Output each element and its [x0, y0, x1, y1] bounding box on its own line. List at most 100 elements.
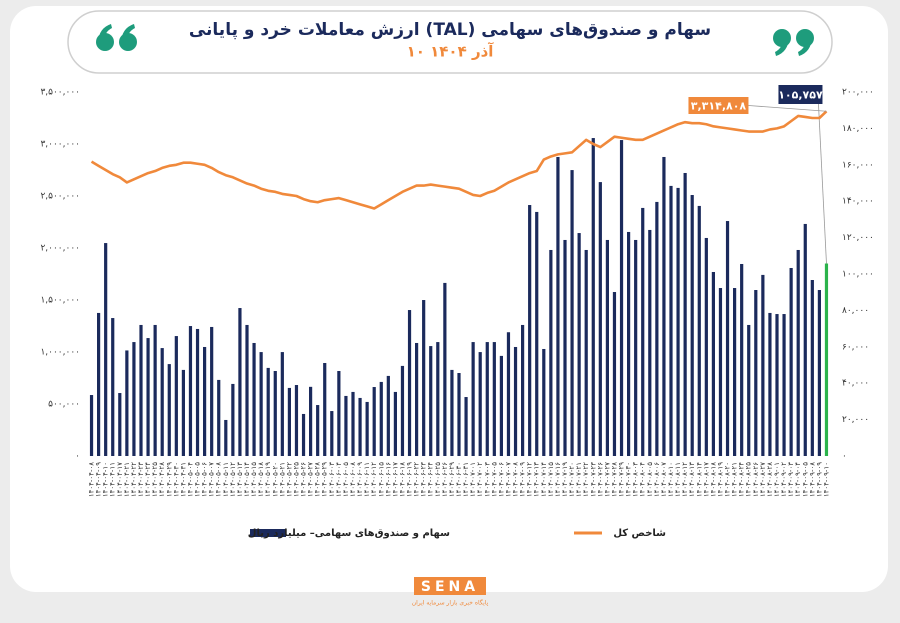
x-tick-label: ۱۴۰۴-۰۸-۲۶ [752, 462, 760, 497]
data-label: ۳,۳۱۴,۸۰۸ [691, 100, 747, 113]
bar [528, 205, 532, 456]
bar [627, 231, 631, 456]
bar [796, 249, 800, 456]
x-tick-label: ۱۴۰۴-۰۷-۰۳ [483, 462, 491, 497]
bar [118, 393, 122, 456]
bar [669, 185, 673, 457]
bar [542, 348, 546, 456]
x-tick-label: ۱۴۰۴-۰۵-۱۹ [264, 462, 272, 497]
bar [485, 342, 489, 456]
y-tick-label: ۲,۵۰۰,۰۰۰ [40, 192, 80, 202]
bar [111, 318, 115, 456]
y2-tick-label: ۱۴۰,۰۰۰ [842, 197, 874, 207]
x-tick-label: ۱۴۰۴-۰۶-۱۸ [398, 462, 406, 497]
bar [549, 249, 553, 456]
y2-tick-label: ۶۰,۰۰۰ [842, 342, 869, 352]
bar [740, 263, 744, 456]
chart-subtitle: ۱۰ آذر ۱۴۰۴ [407, 43, 495, 61]
bar [146, 338, 150, 456]
x-tick-label: ۱۴۰۴-۰۵-۲۶ [300, 462, 308, 497]
x-tick-label: ۱۴۰۴-۰۷-۲۰ [568, 462, 576, 497]
x-tick-label: ۱۴۰۴-۰۴-۲۴ [144, 462, 152, 497]
bar [556, 156, 560, 456]
bar [457, 373, 461, 456]
y2-tick-label: ۸۰,۰۰۰ [842, 306, 869, 316]
card [10, 6, 888, 592]
bar [754, 290, 758, 456]
bar [478, 352, 482, 456]
x-tick-label: ۱۴۰۴-۰۷-۰۵ [490, 462, 498, 497]
x-tick-label: ۱۴۰۴-۰۷-۱۵ [547, 462, 555, 497]
x-tick-label: ۱۴۰۴-۰۵-۰۶ [201, 462, 209, 497]
bar [407, 310, 412, 456]
bar [803, 223, 807, 456]
x-tick-label: ۱۴۰۴-۰۹-۰۸ [808, 462, 816, 497]
bar [365, 401, 369, 456]
x-tick-label: ۱۴۰۴-۰۹-۰۴ [794, 462, 802, 497]
x-tick-label: ۱۴۰۴-۰۷-۲۲ [582, 462, 590, 497]
bar [676, 187, 680, 456]
y-tick-label: ۰ [75, 452, 80, 462]
label-box [778, 85, 823, 104]
x-tick-label: ۱۴۰۴-۰۸-۱۱ [674, 462, 682, 497]
x-tick-label: ۱۴۰۴-۰۶-۲۵ [434, 462, 442, 497]
bar [174, 336, 178, 456]
x-tick-label: ۱۴۰۴-۰۵-۱۲ [229, 462, 237, 497]
bar [139, 324, 143, 456]
x-tick-label: ۱۴۰۴-۰۶-۱۶ [384, 462, 392, 497]
bar [605, 239, 609, 456]
bar [132, 342, 136, 456]
bar [181, 369, 185, 456]
bar [422, 300, 426, 456]
bar [252, 342, 256, 456]
bar [810, 280, 814, 456]
y2-tick-label: ۰ [842, 452, 847, 462]
bar [521, 324, 525, 456]
bar [160, 348, 164, 456]
x-tick-label: ۱۴۰۴-۰۴-۳۱ [179, 462, 187, 497]
x-tick-label: ۱۴۰۴-۰۶-۱۹ [406, 462, 414, 497]
y2-tick-label: ۱۸۰,۰۰۰ [842, 124, 874, 134]
title-pill [67, 10, 833, 74]
x-tick-label: ۱۴۰۴-۰۹-۰۹ [815, 462, 823, 497]
legend-swatch [250, 529, 286, 537]
x-tick-label: ۱۴۰۴-۰۷-۲۹ [618, 462, 626, 497]
x-tick-label: ۱۴۰۴-۰۷-۱۴ [540, 462, 548, 497]
y2-tick-label: ۱۰۰,۰۰۰ [842, 270, 874, 280]
x-tick-label: ۱۴۰۴-۰۷-۱۲ [526, 462, 534, 497]
x-tick-label: ۱۴۰۴-۰۶-۱۷ [391, 462, 399, 497]
bar [648, 229, 652, 456]
x-tick-label: ۱۴۰۴-۰۵-۲۵ [292, 462, 300, 497]
bar [89, 395, 94, 456]
bar [273, 371, 277, 456]
bar [379, 381, 383, 456]
x-tick-label: ۱۴۰۴-۰۸-۲۵ [745, 462, 753, 497]
bar [245, 324, 249, 456]
x-tick-label: ۱۴۰۴-۰۸-۲۷ [759, 462, 767, 497]
x-tick-label: ۱۴۰۴-۰۶-۱۲ [370, 462, 378, 497]
x-tick-label: ۱۴۰۴-۰۷-۲۱ [575, 462, 583, 497]
bar [513, 346, 518, 456]
x-tick-label: ۱۴۰۴-۰۶-۱۱ [363, 462, 371, 497]
x-tick-label: ۱۴۰۴-۰۹-۰۲ [780, 462, 788, 497]
bar [125, 350, 129, 456]
bar [443, 282, 447, 456]
bar [718, 288, 723, 456]
x-tick-label: ۱۴۰۴-۰۸-۲۰ [724, 462, 732, 497]
x-tick-label: ۱۴۰۴-۰۷-۱۳ [533, 462, 541, 497]
bar [210, 326, 214, 456]
x-tick-label: ۱۴۰۴-۰۷-۲۷ [603, 462, 611, 497]
x-tick-label: ۱۴۰۴-۰۴-۱۷ [116, 462, 124, 497]
x-tick-label: ۱۴۰۴-۰۸-۱۰ [667, 462, 675, 497]
x-tick-label: ۱۴۰۴-۰۶-۲۹ [448, 462, 456, 497]
x-tick-label: ۱۴۰۴-۰۸-۲۱ [731, 462, 739, 497]
bar [824, 263, 829, 456]
x-tick-label: ۱۴۰۴-۰۴-۲۱ [123, 462, 131, 497]
bar [782, 314, 786, 456]
bar [464, 397, 468, 456]
bar [683, 172, 687, 457]
bar [238, 308, 242, 456]
bar [224, 419, 228, 456]
bar [733, 288, 737, 456]
